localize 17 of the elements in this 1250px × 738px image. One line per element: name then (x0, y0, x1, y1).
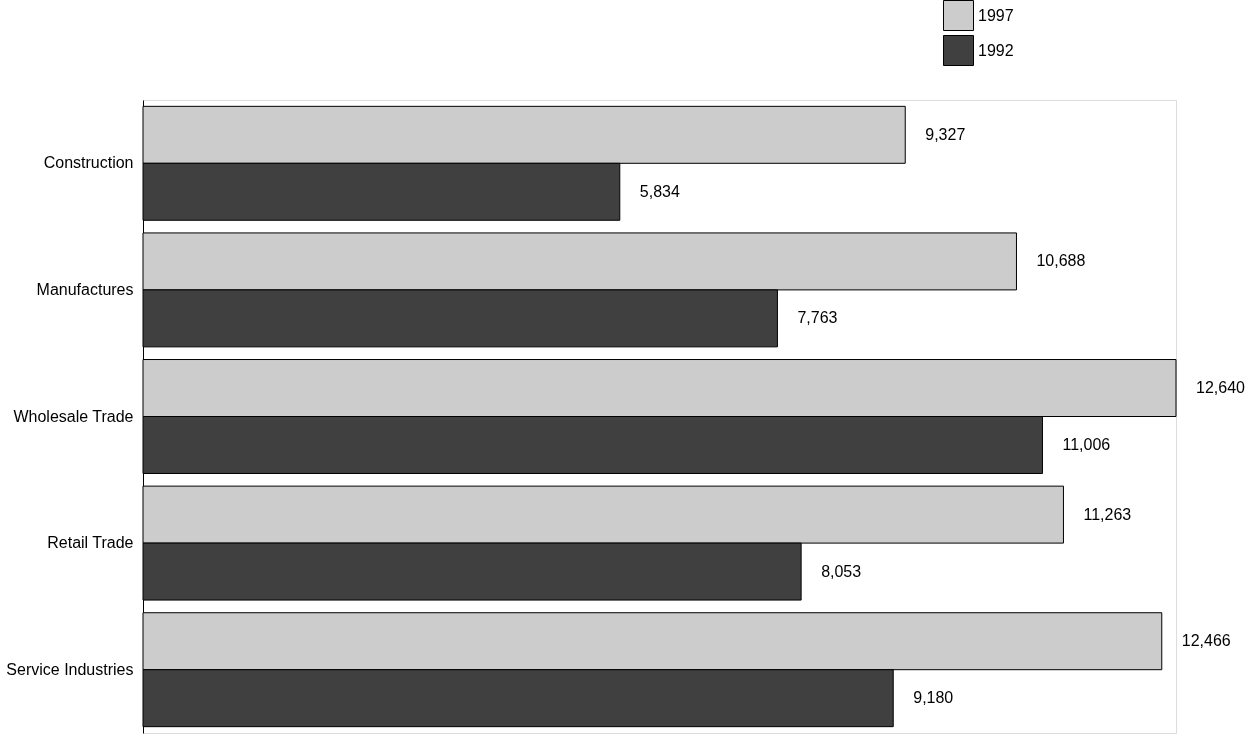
data-label: 9,180 (913, 689, 954, 707)
data-label: 12,466 (1181, 632, 1231, 650)
data-label: 9,327 (925, 125, 966, 143)
data-label: 5,834 (639, 182, 680, 200)
legend-label: 1997 (978, 6, 1014, 24)
y-tick-label: Service Industries (6, 660, 134, 678)
y-tick-label: Wholesale Trade (13, 407, 134, 425)
data-label: 11,006 (1062, 435, 1111, 453)
data-label: 10,688 (1036, 252, 1086, 270)
data-label: 12,640 (1196, 379, 1246, 397)
y-tick-label: Retail Trade (47, 534, 134, 552)
data-label: 8,053 (821, 562, 862, 580)
y-tick-label: Manufactures (36, 280, 134, 298)
legend-label: 1992 (978, 41, 1014, 59)
data-label: 7,763 (797, 309, 838, 327)
data-label: 11,263 (1083, 505, 1132, 523)
y-tick-label: Construction (43, 154, 134, 172)
